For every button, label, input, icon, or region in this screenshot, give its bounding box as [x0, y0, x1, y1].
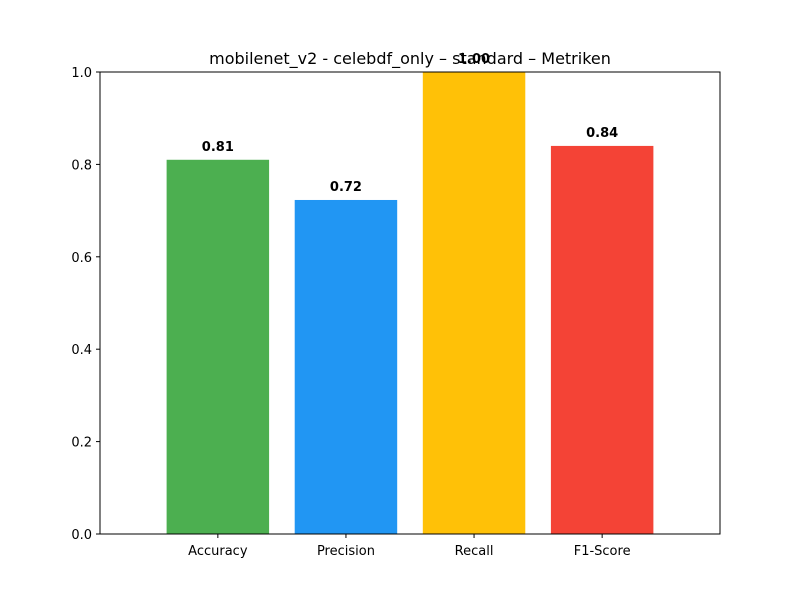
y-tick-label-3: 0.6 [71, 251, 92, 266]
bar-precision [294, 199, 398, 534]
chart-title: mobilenet_v2 - celebdf_only – standard –… [209, 49, 611, 69]
value-label-recall: 1.00 [458, 52, 490, 67]
x-tick-label-accuracy: Accuracy [188, 544, 248, 559]
x-tick-label-recall: Recall [455, 544, 494, 559]
y-tick-label-0: 0.0 [71, 528, 92, 543]
x-tick-label-f1-score: F1-Score [574, 544, 631, 559]
value-label-f1-score: 0.84 [586, 126, 618, 141]
value-label-accuracy: 0.81 [202, 140, 234, 155]
bars-group [166, 72, 654, 535]
y-tick-label-2: 0.4 [71, 343, 92, 358]
y-axis: 0.0 0.2 0.4 0.6 0.8 1.0 [71, 66, 100, 543]
x-axis: Accuracy Precision Recall F1-Score [188, 534, 631, 559]
bar-f1-score [550, 145, 654, 535]
y-tick-label-5: 1.0 [71, 66, 92, 81]
value-label-precision: 0.72 [330, 180, 362, 195]
plot-frame [99, 71, 721, 535]
x-tick-label-precision: Precision [317, 544, 375, 559]
y-tick-label-1: 0.2 [71, 436, 92, 451]
bar-accuracy [166, 159, 270, 534]
value-labels-group: 0.81 0.72 1.00 0.84 [202, 52, 618, 195]
bar-recall [422, 72, 526, 534]
y-tick-label-4: 0.8 [71, 158, 92, 173]
